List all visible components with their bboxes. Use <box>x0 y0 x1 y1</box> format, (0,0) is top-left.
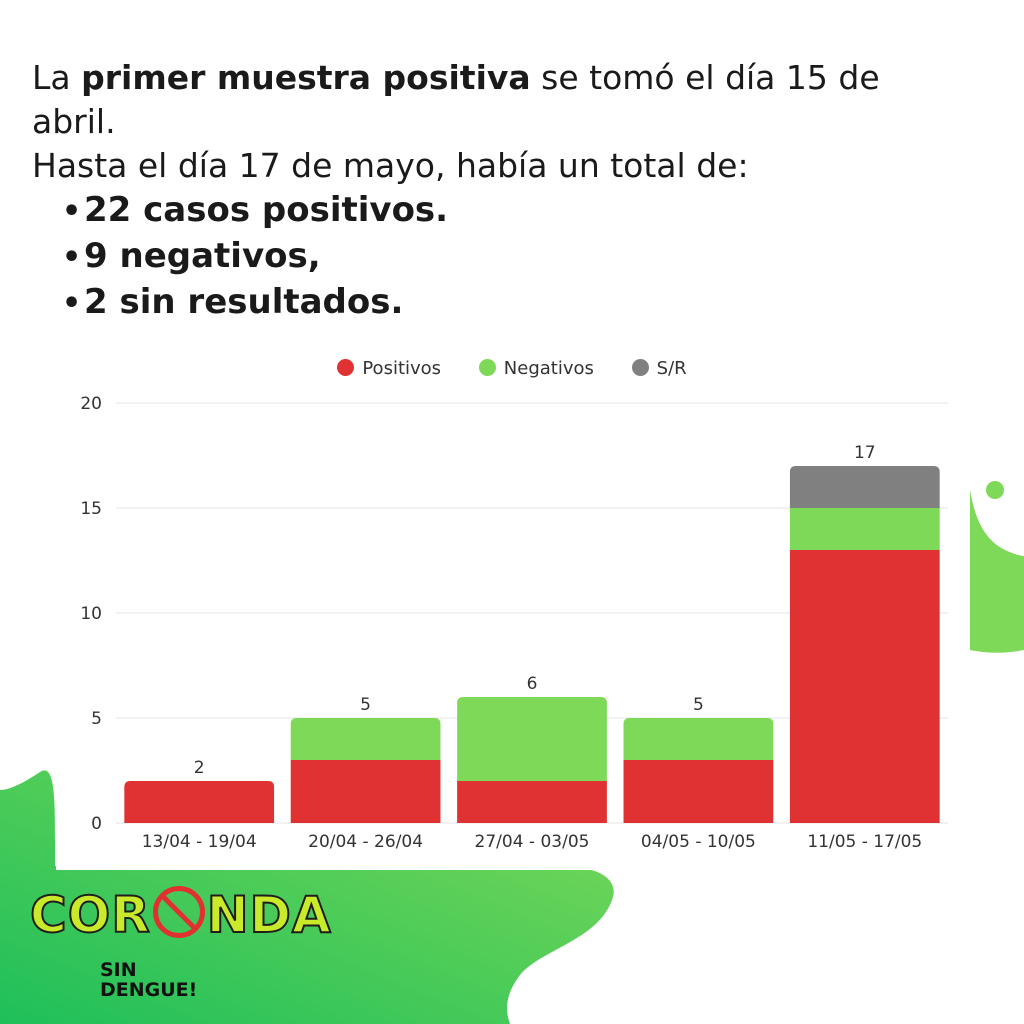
bullet-sin-resultados: •2 sin resultados. <box>62 280 972 326</box>
bottom-left-green-shape <box>0 770 614 1024</box>
bullet-dot-icon: • <box>62 194 82 229</box>
x-tick-label: 20/04 - 26/04 <box>308 832 423 852</box>
x-tick-label: 27/04 - 03/05 <box>475 832 590 852</box>
chart-legend: Positivos Negativos S/R <box>56 358 968 379</box>
headline-line-1: La primer muestra positiva se tomó el dí… <box>32 58 880 141</box>
y-tick-label: 20 <box>80 394 102 414</box>
y-tick-label: 5 <box>91 709 102 729</box>
y-tick-label: 0 <box>91 814 102 834</box>
legend-dot-sr <box>631 359 649 376</box>
bar-segment <box>789 550 940 823</box>
coronda-logo: COR NDA <box>29 885 332 945</box>
bar-total-label: 2 <box>194 758 205 778</box>
bar-total-label: 6 <box>527 674 538 694</box>
y-tick-label: 10 <box>80 604 102 624</box>
right-green-shape <box>970 490 1024 653</box>
headline-line-2: Hasta el día 17 de mayo, había un total … <box>32 146 749 185</box>
bar-segment <box>290 760 441 823</box>
x-tick-label: 11/05 - 17/05 <box>807 832 922 852</box>
headline-bold: primer muestra positiva <box>81 58 531 97</box>
bullet-dot-icon: • <box>62 240 82 275</box>
bar-segment <box>789 466 940 508</box>
bar-total-label: 5 <box>360 695 371 715</box>
bar-segment <box>124 781 275 823</box>
no-mosquito-icon <box>152 886 205 938</box>
bar-segment <box>789 508 940 550</box>
legend-dot-negativos <box>478 359 496 376</box>
bullet-positivos: •22 casos positivos. <box>62 188 972 234</box>
slogan: SIN DENGUE! <box>100 960 197 1000</box>
bullet-negativos: •9 negativos, <box>62 234 972 280</box>
logo-word-start: COR <box>29 885 151 945</box>
bar-segment <box>457 697 607 781</box>
chart-panel: Positivos Negativos S/R 0 5 10 15 20 2 13/04 -… <box>56 340 968 870</box>
legend-item-positivos: Positivos <box>337 358 441 379</box>
bar-total-label: 17 <box>854 443 876 463</box>
bar-segment <box>457 781 607 823</box>
slogan-line-2: DENGUE! <box>100 979 198 1001</box>
y-tick-label: 15 <box>80 499 102 519</box>
totals-list: •22 casos positivos. •9 negativos, •2 si… <box>32 188 972 326</box>
headline: La primer muestra positiva se tomó el dí… <box>32 56 972 326</box>
logo-word-end: NDA <box>206 885 332 945</box>
bullet-dot-icon: • <box>62 286 82 321</box>
bar-segment <box>623 718 774 760</box>
x-tick-label: 13/04 - 19/04 <box>142 832 257 852</box>
bar-segment <box>290 718 441 760</box>
x-tick-label: 04/05 - 10/05 <box>641 832 756 852</box>
stacked-bar-chart: 0 5 10 15 20 2 13/04 - 19/04 5 20/04 - 26/04 6 27/… <box>80 394 948 852</box>
legend-item-sr: S/R <box>631 358 687 379</box>
bar-segment <box>623 760 774 823</box>
green-dot-decoration <box>986 481 1004 499</box>
bar-total-label: 5 <box>693 695 704 715</box>
slogan-line-1: SIN <box>100 959 137 981</box>
legend-item-negativos: Negativos <box>478 358 594 379</box>
legend-dot-positivos <box>337 359 355 376</box>
